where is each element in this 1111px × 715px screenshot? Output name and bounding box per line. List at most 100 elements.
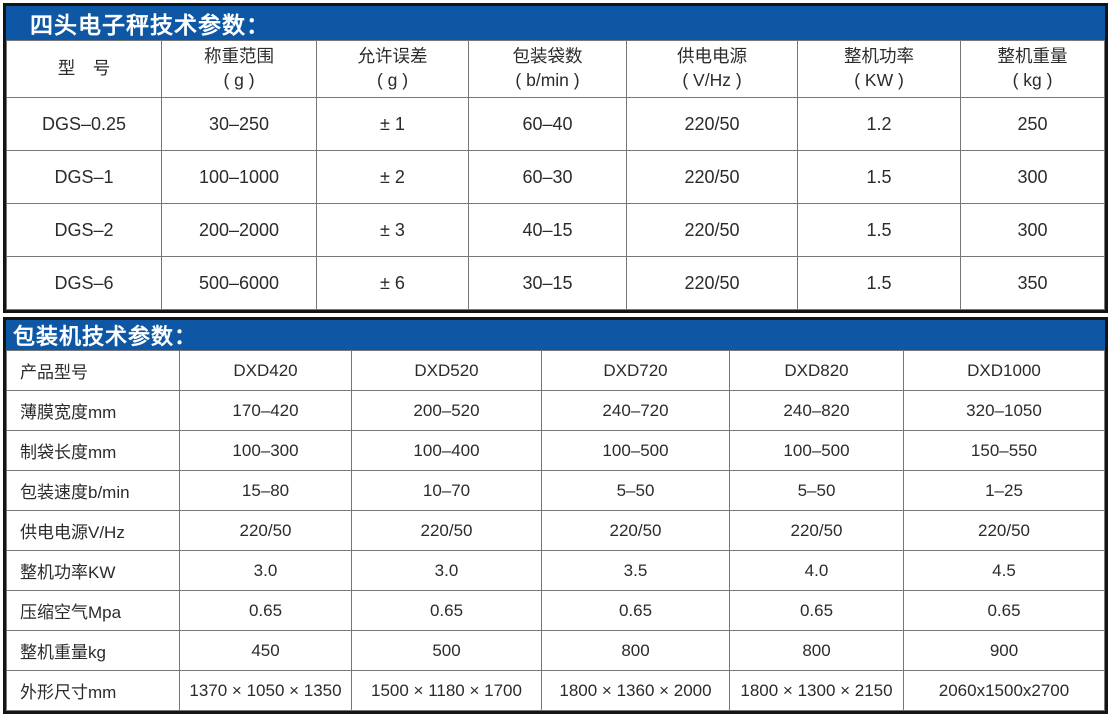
table-cell: 100–400 (351, 430, 542, 471)
table-cell: 220/50 (626, 150, 798, 204)
table-cell: 0.65 (351, 590, 542, 631)
header-line: 整机重量 (997, 46, 1068, 67)
table-cell: 100–300 (179, 430, 352, 471)
table-row: DGS–6 500–6000 ± 6 30–15 220/50 1.5 350 (6, 256, 1105, 310)
table-cell: 900 (903, 630, 1105, 671)
packer-spec-panel: 包装机技术参数： 产品型号 DXD420 DXD520 DXD720 DXD82… (3, 317, 1108, 714)
table-cell: 1370 × 1050 × 1350 (179, 670, 352, 711)
table-cell: 220/50 (541, 510, 730, 551)
table-cell: 5–50 (541, 470, 730, 511)
table-cell: ± 1 (316, 97, 469, 151)
table-cell: 500 (351, 630, 542, 671)
scale-table-title: 四头电子秤技术参数： (6, 6, 1105, 40)
table-cell: 1.2 (797, 97, 961, 151)
table-cell: 450 (179, 630, 352, 671)
table-cell: 1.5 (797, 150, 961, 204)
table-cell: 0.65 (903, 590, 1105, 631)
scale-spec-table: 型 号 称重范围 ( g ) 允许误差 ( g ) 包装袋数 ( b/min )… (6, 40, 1105, 310)
table-cell: 1.5 (797, 203, 961, 257)
column-header-model: 型 号 (6, 40, 162, 98)
row-label: 包装速度b/min (6, 470, 180, 511)
column-header-power-supply: 供电电源 ( V/Hz ) (626, 40, 798, 98)
row-label: 供电电源V/Hz (6, 510, 180, 551)
table-cell: 100–1000 (161, 150, 317, 204)
scale-spec-panel: 四头电子秤技术参数： 型 号 称重范围 ( g ) 允许误差 ( g ) (3, 3, 1108, 313)
table-cell: 300 (960, 150, 1105, 204)
packer-spec-table: 产品型号 DXD420 DXD520 DXD720 DXD820 DXD1000… (6, 350, 1105, 711)
table-cell: 220/50 (626, 203, 798, 257)
column-header-bag-speed: 包装袋数 ( b/min ) (468, 40, 627, 98)
table-cell: 60–40 (468, 97, 627, 151)
table-cell: 1800 × 1300 × 2150 (729, 670, 904, 711)
table-cell: DXD720 (541, 350, 730, 391)
table-cell: 10–70 (351, 470, 542, 511)
table-cell: 0.65 (179, 590, 352, 631)
row-label: 压缩空气Mpa (6, 590, 180, 631)
table-cell: 15–80 (179, 470, 352, 511)
table-cell: 200–520 (351, 390, 542, 431)
table-cell: ± 2 (316, 150, 469, 204)
table-row: 供电电源V/Hz 220/50 220/50 220/50 220/50 220… (6, 510, 1105, 551)
table-cell: ± 3 (316, 203, 469, 257)
header-line: 供电电源 (677, 46, 747, 67)
table-cell: DXD520 (351, 350, 542, 391)
table-cell: 60–30 (468, 150, 627, 204)
table-row: 压缩空气Mpa 0.65 0.65 0.65 0.65 0.65 (6, 590, 1105, 631)
packer-table-title: 包装机技术参数： (6, 320, 1105, 350)
table-cell: 30–250 (161, 97, 317, 151)
header-line: 包装袋数 (512, 46, 583, 67)
row-label: 整机重量kg (6, 630, 180, 671)
table-cell: 150–550 (903, 430, 1105, 471)
table-cell: 1.5 (797, 256, 961, 310)
table-cell: DXD1000 (903, 350, 1105, 391)
column-header-tolerance: 允许误差 ( g ) (316, 40, 469, 98)
table-row: DGS–0.25 30–250 ± 1 60–40 220/50 1.2 250 (6, 97, 1105, 151)
table-cell: 100–500 (541, 430, 730, 471)
table-cell: 0.65 (729, 590, 904, 631)
row-label: 制袋长度mm (6, 430, 180, 471)
table-cell: 1800 × 1360 × 2000 (541, 670, 730, 711)
row-label: 整机功率KW (6, 550, 180, 591)
column-header-weigh-range: 称重范围 ( g ) (161, 40, 317, 98)
column-header-total-weight: 整机重量 ( kg ) (960, 40, 1105, 98)
table-cell: 3.0 (351, 550, 542, 591)
header-line: ( KW ) (854, 70, 904, 90)
table-cell: 1–25 (903, 470, 1105, 511)
header-line: ( g ) (376, 70, 409, 90)
table-cell: 3.5 (541, 550, 730, 591)
table-cell: 300 (960, 203, 1105, 257)
table-row: 薄膜宽度mm 170–420 200–520 240–720 240–820 3… (6, 390, 1105, 431)
header-line: 称重范围 (204, 46, 274, 67)
scale-header-row: 型 号 称重范围 ( g ) 允许误差 ( g ) 包装袋数 ( b/min )… (6, 40, 1105, 98)
table-cell: 5–50 (729, 470, 904, 511)
table-cell: 100–500 (729, 430, 904, 471)
table-cell: DGS–1 (6, 150, 162, 204)
table-cell: 220/50 (903, 510, 1105, 551)
row-label: 外形尺寸mm (6, 670, 180, 711)
table-cell: 800 (541, 630, 730, 671)
table-cell: 220/50 (729, 510, 904, 551)
header-line: ( b/min ) (515, 70, 580, 90)
table-cell: 200–2000 (161, 203, 317, 257)
header-line: 型 号 (57, 58, 111, 79)
header-line: 允许误差 (357, 46, 428, 67)
table-cell: DGS–0.25 (6, 97, 162, 151)
row-label: 薄膜宽度mm (6, 390, 180, 431)
table-row: 产品型号 DXD420 DXD520 DXD720 DXD820 DXD1000 (6, 350, 1105, 391)
table-cell: 1500 × 1180 × 1700 (351, 670, 542, 711)
table-cell: 800 (729, 630, 904, 671)
table-cell: DGS–2 (6, 203, 162, 257)
table-row: 整机功率KW 3.0 3.0 3.5 4.0 4.5 (6, 550, 1105, 591)
table-cell: 220/50 (179, 510, 352, 551)
table-cell: DXD820 (729, 350, 904, 391)
table-cell: 4.0 (729, 550, 904, 591)
table-row: DGS–1 100–1000 ± 2 60–30 220/50 1.5 300 (6, 150, 1105, 204)
header-line: ( g ) (223, 70, 255, 90)
table-row: 制袋长度mm 100–300 100–400 100–500 100–500 1… (6, 430, 1105, 471)
table-cell: 240–720 (541, 390, 730, 431)
header-line: 整机功率 (844, 46, 914, 67)
table-cell: 40–15 (468, 203, 627, 257)
table-cell: ± 6 (316, 256, 469, 310)
table-cell: 0.65 (541, 590, 730, 631)
table-row: 包装速度b/min 15–80 10–70 5–50 5–50 1–25 (6, 470, 1105, 511)
